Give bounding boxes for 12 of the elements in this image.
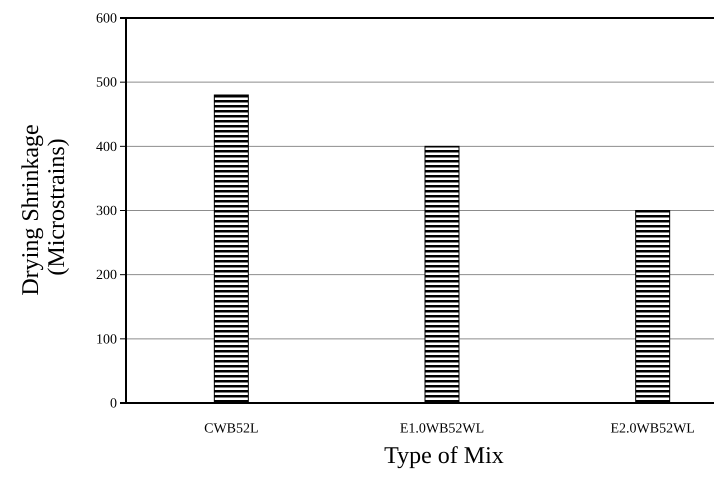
y-tick-label: 600 (96, 11, 117, 26)
y-axis-title: Drying Shrinkage (Microstrains) (18, 124, 70, 296)
y-tick-label: 0 (110, 396, 117, 412)
y-tick-label: 300 (96, 204, 117, 219)
y-tick-label: 500 (96, 76, 117, 91)
x-tick-label: E1.0WB52WL (400, 422, 484, 437)
x-tick-label: E2.0WB52WL (610, 422, 695, 437)
x-axis-title: Type of Mix (384, 443, 504, 469)
y-tick-label: 100 (96, 332, 117, 348)
y-tick-label: 200 (96, 268, 117, 284)
y-tick-label: 400 (96, 140, 117, 155)
x-tick-label: CWB52L (204, 422, 259, 437)
